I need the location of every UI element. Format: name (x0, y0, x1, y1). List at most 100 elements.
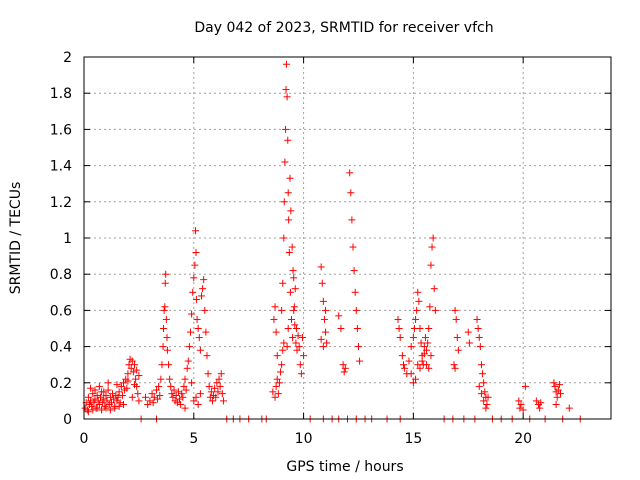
data-point (291, 321, 299, 329)
data-point (335, 312, 343, 320)
data-point (115, 402, 123, 410)
data-point (134, 390, 142, 398)
data-point (290, 306, 298, 314)
data-point (183, 364, 191, 372)
data-point (100, 388, 108, 396)
data-point (113, 381, 121, 389)
x-tick-label: 15 (404, 431, 422, 447)
data-point (271, 393, 279, 401)
data-point (213, 379, 221, 387)
data-point (464, 328, 472, 336)
data-point (281, 158, 289, 166)
data-point (99, 399, 107, 407)
y-tick-label: 0.6 (50, 303, 72, 319)
data-point (417, 339, 425, 347)
data-point (128, 357, 136, 365)
data-point (352, 306, 360, 314)
data-point (135, 372, 143, 380)
data-point (317, 335, 325, 343)
data-point (429, 234, 437, 242)
data-point (87, 384, 95, 392)
data-point (398, 352, 406, 360)
data-point (480, 379, 488, 387)
data-point (272, 382, 280, 390)
data-point (451, 306, 459, 314)
data-point (394, 315, 402, 323)
data-point (415, 297, 423, 305)
data-point (532, 397, 540, 405)
data-point (173, 399, 181, 407)
data-point (154, 395, 162, 403)
data-point (320, 315, 328, 323)
data-point (346, 169, 354, 177)
y-axis-label: SRMTID / TECUs (8, 182, 24, 295)
data-point (93, 391, 101, 399)
data-point (354, 343, 362, 351)
data-point (270, 315, 278, 323)
chart-title: Day 042 of 2023, SRMTID for receiver vfc… (194, 20, 493, 36)
data-point (104, 379, 112, 387)
data-point (192, 296, 200, 304)
data-point (347, 189, 355, 197)
data-point (269, 388, 277, 396)
data-point (317, 263, 325, 271)
data-point (280, 339, 288, 347)
data-point (118, 391, 126, 399)
data-point (129, 368, 137, 376)
x-tick-label: 5 (189, 431, 198, 447)
data-point (286, 288, 294, 296)
data-point (89, 406, 97, 414)
data-point (116, 399, 124, 407)
data-point (191, 261, 199, 269)
data-point (481, 388, 489, 396)
data-point (280, 234, 288, 242)
data-point (131, 361, 139, 369)
data-point (98, 406, 106, 414)
data-point (124, 377, 132, 385)
data-point (90, 399, 98, 407)
data-point (205, 382, 213, 390)
data-point (416, 325, 424, 332)
data-point (165, 361, 173, 369)
data-point (217, 370, 225, 378)
data-point (423, 361, 431, 369)
data-point (177, 401, 185, 409)
data-point (159, 343, 167, 351)
data-point (291, 285, 299, 293)
data-point (131, 381, 139, 389)
data-point (146, 397, 154, 405)
data-point (416, 364, 424, 372)
data-point (319, 297, 327, 305)
data-point (274, 390, 282, 398)
data-point (515, 397, 523, 405)
data-point (168, 390, 176, 398)
data-point (172, 391, 180, 399)
data-point (101, 402, 109, 410)
data-point (181, 375, 189, 383)
data-point (155, 382, 163, 390)
y-tick-label: 2 (63, 50, 72, 66)
data-point (318, 279, 326, 287)
data-point (288, 315, 296, 323)
data-point (160, 306, 168, 314)
data-point (401, 364, 409, 372)
data-point (188, 379, 196, 387)
data-point (219, 397, 227, 405)
data-point (292, 339, 300, 347)
data-point (283, 343, 291, 351)
data-point (280, 198, 288, 206)
data-point (192, 248, 200, 256)
data-point (483, 401, 491, 409)
data-point (166, 375, 174, 383)
data-point (152, 386, 160, 394)
data-point (144, 401, 152, 409)
data-point (91, 386, 99, 394)
y-tick-label: 1 (63, 231, 72, 247)
data-point (211, 384, 219, 392)
data-point (193, 315, 201, 323)
y-tick-label: 1.4 (50, 159, 72, 175)
data-point (102, 391, 110, 399)
data-point (110, 395, 118, 403)
data-point (420, 343, 428, 351)
data-point (277, 368, 285, 376)
